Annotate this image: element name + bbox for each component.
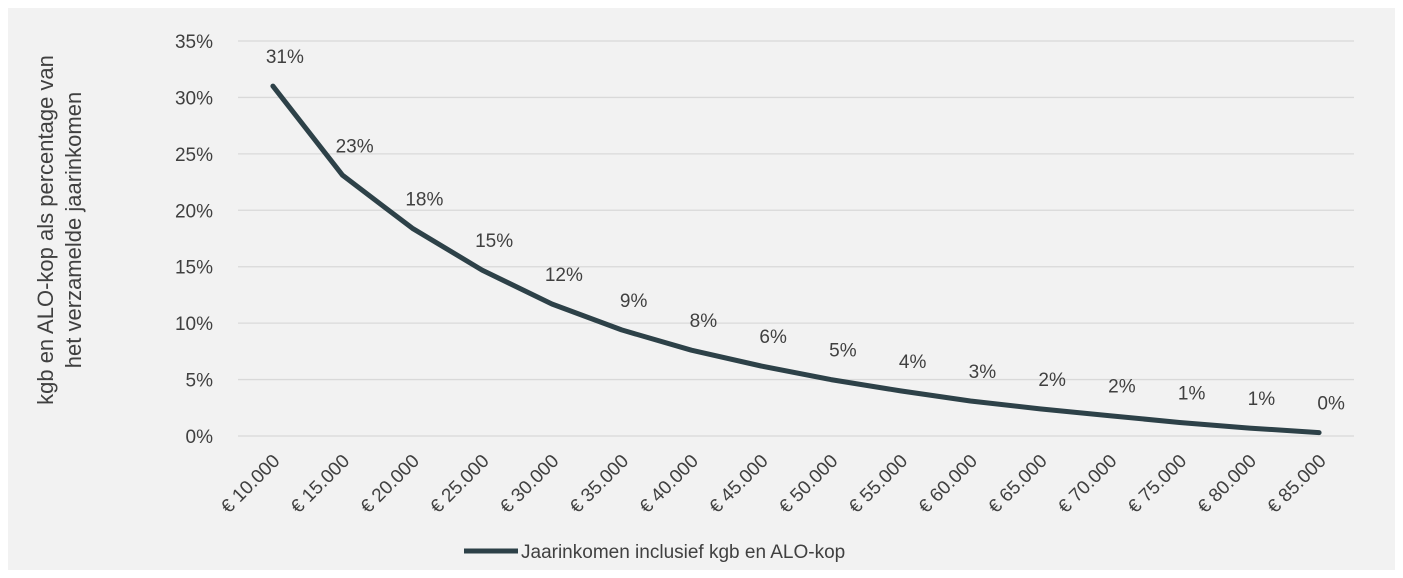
data-label: 3% [969,362,997,383]
line-chart: 0%5%10%15%20%25%30%35% € 10.000 € 15.000 €… [33,32,1354,563]
x-tick-label: € 30.000 [496,451,563,518]
series-layer [270,83,1322,436]
data-label: 15% [475,231,513,252]
data-label: 1% [1248,389,1276,410]
data-label: 9% [620,291,648,312]
y-tick-label: 20% [175,201,213,222]
data-label: 0% [1317,394,1345,415]
data-labels: 31% 23% 18% 15% 12% 9% 8% 6% 5% 4% 3% 2% 2% 1% 1% 0% [266,47,1345,414]
y-tick-label: 15% [175,258,213,279]
x-tick-label: € 45.000 [706,451,773,518]
x-tick-label: € 35.000 [566,451,633,518]
x-tick-label: € 40.000 [636,451,703,518]
data-label: 5% [829,341,857,362]
series-line [270,83,1322,436]
x-tick-label: € 15.000 [287,451,354,518]
y-tick-label: 25% [175,145,213,166]
gridlines [238,40,1354,437]
x-tick-label: € 80.000 [1194,451,1261,518]
x-axis-ticks: € 10.000 € 15.000 € 20.000 € 25.000 € 30.000… [217,451,1330,518]
x-tick-label: € 75.000 [1124,451,1191,518]
y-axis-title-line-2: het verzamelde jaarinkomen [61,92,86,368]
data-label: 8% [690,311,718,332]
x-tick-label: € 10.000 [217,451,284,518]
x-tick-label: € 85.000 [1264,451,1331,518]
x-tick-label: € 55.000 [845,451,912,518]
legend: Jaarinkomen inclusief kgb en ALO-kop [464,542,845,563]
data-label: 12% [545,265,583,286]
data-label: 31% [266,47,304,68]
x-tick-label: € 25.000 [427,451,494,518]
data-label: 23% [336,136,374,157]
y-tick-label: 10% [175,314,213,335]
legend-label: Jaarinkomen inclusief kgb en ALO-kop [521,542,845,563]
y-tick-label: 30% [175,88,213,109]
x-tick-label: € 70.000 [1054,451,1121,518]
y-tick-label: 0% [186,427,214,448]
data-label: 1% [1178,383,1206,404]
y-axis-ticks: 0% 5% 10% 15% 20% 25% 30% 35% [175,32,213,448]
x-tick-label: € 65.000 [985,451,1052,518]
y-tick-label: 5% [186,371,214,392]
y-tick-label: 35% [175,32,213,53]
data-label: 2% [1038,370,1066,391]
x-tick-label: € 50.000 [775,451,842,518]
y-axis-title-line-1: kgb en ALO-kop als percentage van [33,55,58,405]
x-tick-label: € 20.000 [357,451,424,518]
data-label: 6% [759,327,787,348]
chart-area: 0% 5% 10% 15% 20% 25% 30% 35% € 10.000 € 15.000 €… [8,8,1395,570]
data-label: 18% [405,189,443,210]
data-label: 4% [899,352,927,373]
x-tick-label: € 60.000 [915,451,982,518]
data-label: 2% [1108,377,1136,398]
